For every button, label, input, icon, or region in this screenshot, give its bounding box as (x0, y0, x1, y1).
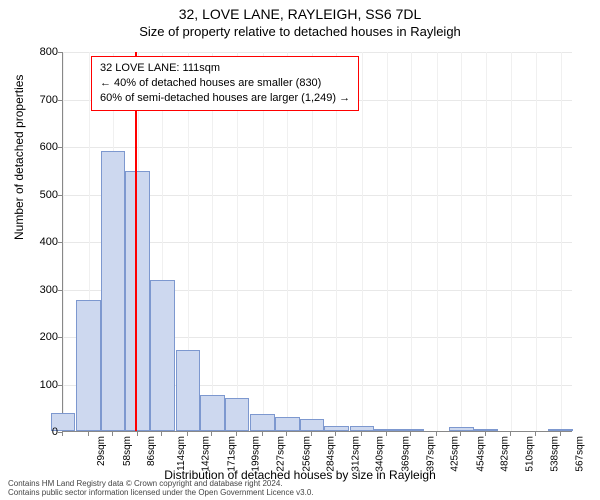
gridline-h (63, 52, 572, 53)
histogram-bar (275, 417, 300, 431)
ytick-mark (58, 147, 62, 148)
xtick-label: 510sqm (525, 436, 536, 472)
xtick-mark (386, 432, 387, 436)
histogram-bar (474, 429, 499, 431)
xtick-label: 369sqm (401, 436, 412, 472)
xtick-mark (211, 432, 212, 436)
xtick-label: 312sqm (350, 436, 361, 472)
histogram-bar (150, 280, 175, 431)
xtick-label: 256sqm (301, 436, 312, 472)
histogram-bar (250, 414, 275, 431)
xtick-mark (460, 432, 461, 436)
annotation-line-3: 60% of semi-detached houses are larger (… (100, 91, 350, 106)
histogram-bar (225, 398, 250, 431)
xtick-mark (112, 432, 113, 436)
xtick-mark (262, 432, 263, 436)
gridline-h (63, 147, 572, 148)
plot-area: 32 LOVE LANE: 111sqm← 40% of detached ho… (62, 52, 572, 432)
gridline-v (486, 52, 487, 431)
histogram-bar (125, 171, 150, 431)
histogram-bar (76, 300, 101, 431)
xtick-mark (161, 432, 162, 436)
histogram-bar (300, 419, 325, 431)
ytick-mark (58, 100, 62, 101)
ytick-label: 300 (24, 284, 58, 296)
histogram-bar (350, 426, 375, 431)
ytick-label: 500 (24, 189, 58, 201)
xtick-mark (137, 432, 138, 436)
xtick-label: 482sqm (500, 436, 511, 472)
gridline-v (387, 52, 388, 431)
annotation-line-2: ← 40% of detached houses are smaller (83… (100, 76, 350, 91)
footer-line-1: Contains HM Land Registry data © Crown c… (8, 479, 314, 489)
histogram-bar (374, 429, 399, 431)
xtick-mark (510, 432, 511, 436)
xtick-mark (236, 432, 237, 436)
gridline-v (511, 52, 512, 431)
xtick-mark (560, 432, 561, 436)
xtick-label: 86sqm (146, 436, 157, 466)
xtick-mark (436, 432, 437, 436)
xtick-label: 425sqm (450, 436, 461, 472)
xtick-mark (62, 432, 63, 436)
ytick-label: 600 (24, 141, 58, 153)
ytick-mark (58, 290, 62, 291)
xtick-mark (410, 432, 411, 436)
xtick-label: 284sqm (326, 436, 337, 472)
xtick-label: 142sqm (201, 436, 212, 472)
ytick-label: 200 (24, 331, 58, 343)
ytick-mark (58, 385, 62, 386)
xtick-label: 171sqm (226, 436, 237, 472)
title-subtitle: Size of property relative to detached ho… (0, 22, 600, 39)
ytick-mark (58, 337, 62, 338)
ytick-label: 0 (24, 426, 58, 438)
xtick-mark (361, 432, 362, 436)
xtick-mark (335, 432, 336, 436)
title-address: 32, LOVE LANE, RAYLEIGH, SS6 7DL (0, 0, 600, 22)
xtick-mark (187, 432, 188, 436)
xtick-label: 29sqm (96, 436, 107, 466)
histogram-bar (200, 395, 225, 431)
xtick-label: 567sqm (575, 436, 586, 472)
ytick-label: 100 (24, 379, 58, 391)
xtick-label: 199sqm (251, 436, 262, 472)
xtick-label: 340sqm (375, 436, 386, 472)
xtick-label: 538sqm (549, 436, 560, 472)
histogram-bar (548, 429, 573, 431)
histogram-bar (449, 427, 474, 431)
xtick-label: 58sqm (122, 436, 133, 466)
xtick-mark (485, 432, 486, 436)
gridline-v (536, 52, 537, 431)
gridline-v (461, 52, 462, 431)
xtick-label: 397sqm (425, 436, 436, 472)
ytick-mark (58, 52, 62, 53)
annotation-line-1: 32 LOVE LANE: 111sqm (100, 61, 350, 76)
xtick-label: 227sqm (276, 436, 287, 472)
xtick-mark (88, 432, 89, 436)
gridline-v (437, 52, 438, 431)
ytick-label: 800 (24, 46, 58, 58)
histogram-bar (324, 426, 349, 431)
ytick-mark (58, 242, 62, 243)
chart-container: 32, LOVE LANE, RAYLEIGH, SS6 7DL Size of… (0, 0, 600, 500)
gridline-v (411, 52, 412, 431)
xtick-label: 454sqm (475, 436, 486, 472)
annotation-box: 32 LOVE LANE: 111sqm← 40% of detached ho… (91, 56, 359, 111)
ytick-label: 700 (24, 94, 58, 106)
ytick-mark (58, 195, 62, 196)
footer-line-2: Contains public sector information licen… (8, 488, 314, 498)
histogram-bar (176, 350, 201, 431)
xtick-label: 114sqm (176, 436, 187, 471)
histogram-bar (399, 429, 424, 431)
histogram-bar (101, 151, 126, 431)
gridline-v (561, 52, 562, 431)
xtick-mark (311, 432, 312, 436)
gridline-v (63, 52, 64, 431)
gridline-v (362, 52, 363, 431)
ytick-label: 400 (24, 236, 58, 248)
xtick-mark (286, 432, 287, 436)
xtick-mark (535, 432, 536, 436)
footer-attribution: Contains HM Land Registry data © Crown c… (8, 479, 314, 498)
